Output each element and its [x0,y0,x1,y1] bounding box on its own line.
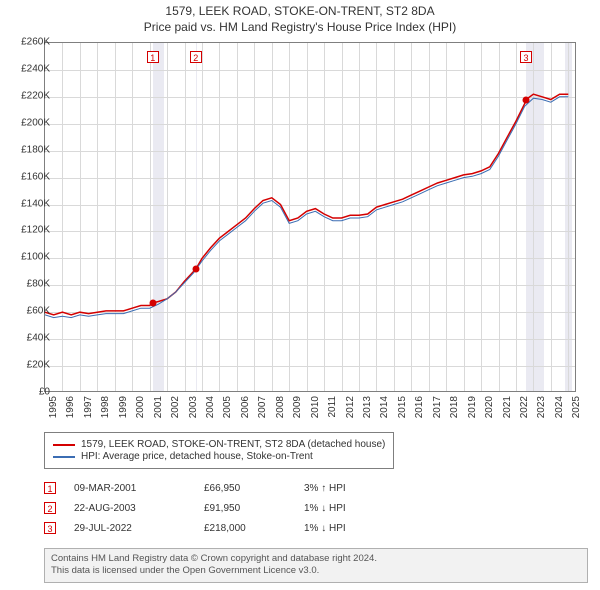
y-axis-tick-label: £120K [10,225,50,236]
x-axis-tick-label: 2000 [135,396,146,418]
x-axis-tick-label: 2023 [536,396,547,418]
event-hpi-delta: 3% ↑ HPI [304,483,394,494]
x-axis-tick-label: 2025 [571,396,582,418]
event-dot [523,96,530,103]
y-axis-tick-label: £0 [10,387,50,398]
event-table: 1 09-MAR-2001£66,9503% ↑ HPI 2 22-AUG-2003£… [44,478,394,538]
x-axis-tick-label: 2014 [379,396,390,418]
event-hpi-delta: 1% ↓ HPI [304,503,394,514]
event-marker-box: 3 [520,51,532,63]
plot-area: 1 2 3 [44,42,576,392]
chart-lines [45,43,577,393]
event-date: 22-AUG-2003 [74,503,204,514]
event-price: £91,950 [204,503,304,514]
x-axis-tick-label: 2016 [414,396,425,418]
x-axis-tick-label: 2018 [449,396,460,418]
attribution-footer: Contains HM Land Registry data © Crown c… [44,548,588,583]
x-axis-tick-label: 2009 [292,396,303,418]
event-number-box: 3 [44,522,56,534]
x-axis-tick-label: 2001 [153,396,164,418]
event-dot [149,299,156,306]
legend-swatch [53,444,75,446]
y-axis-tick-label: £100K [10,252,50,263]
event-price: £66,950 [204,483,304,494]
x-axis-tick-label: 2012 [345,396,356,418]
x-axis-tick-label: 2015 [397,396,408,418]
x-axis-tick-label: 2020 [484,396,495,418]
legend-label: 1579, LEEK ROAD, STOKE-ON-TRENT, ST2 8DA… [81,439,385,450]
legend-item: HPI: Average price, detached house, Stok… [53,451,385,462]
y-axis-tick-label: £80K [10,279,50,290]
x-axis-tick-label: 2022 [519,396,530,418]
y-axis-tick-label: £20K [10,360,50,371]
footer-line: Contains HM Land Registry data © Crown c… [51,553,581,565]
x-axis-tick-label: 1997 [83,396,94,418]
event-dot [192,266,199,273]
x-axis-tick-label: 2002 [170,396,181,418]
x-axis-tick-label: 2006 [240,396,251,418]
title-address: 1579, LEEK ROAD, STOKE-ON-TRENT, ST2 8DA [0,4,600,18]
x-axis-tick-label: 2004 [205,396,216,418]
x-axis-tick-label: 1995 [48,396,59,418]
y-axis-tick-label: £200K [10,117,50,128]
x-axis-tick-label: 2005 [222,396,233,418]
x-axis-tick-label: 2011 [327,396,338,418]
event-marker-box: 1 [147,51,159,63]
x-axis-tick-label: 2019 [467,396,478,418]
event-number-box: 1 [44,482,56,494]
event-price: £218,000 [204,523,304,534]
event-row: 3 29-JUL-2022£218,0001% ↓ HPI [44,518,394,538]
x-axis-tick-label: 1999 [118,396,129,418]
y-axis-tick-label: £40K [10,333,50,344]
legend: 1579, LEEK ROAD, STOKE-ON-TRENT, ST2 8DA… [44,432,394,469]
title-subtitle: Price paid vs. HM Land Registry's House … [0,20,600,34]
legend-item: 1579, LEEK ROAD, STOKE-ON-TRENT, ST2 8DA… [53,439,385,450]
chart: 123 £0£20K£40K£60K£80K£100K£120K£140K£16… [44,42,590,422]
x-axis-tick-label: 2008 [275,396,286,418]
x-axis-tick-label: 1998 [100,396,111,418]
event-date: 29-JUL-2022 [74,523,204,534]
x-axis-tick-label: 2003 [188,396,199,418]
y-axis-tick-label: £240K [10,63,50,74]
y-axis-tick-label: £60K [10,306,50,317]
event-date: 09-MAR-2001 [74,483,204,494]
y-axis-tick-label: £140K [10,198,50,209]
event-hpi-delta: 1% ↓ HPI [304,523,394,534]
event-marker-box: 2 [190,51,202,63]
y-axis-tick-label: £220K [10,90,50,101]
x-axis-tick-label: 2007 [257,396,268,418]
series-price_paid [45,94,568,315]
event-number-box: 2 [44,502,56,514]
event-row: 1 09-MAR-2001£66,9503% ↑ HPI [44,478,394,498]
y-axis-tick-label: £180K [10,144,50,155]
x-axis-tick-label: 1996 [65,396,76,418]
y-axis-tick-label: £260K [10,37,50,48]
x-axis-tick-label: 2010 [310,396,321,418]
y-axis-tick-label: £160K [10,171,50,182]
legend-label: HPI: Average price, detached house, Stok… [81,451,313,462]
footer-line: This data is licensed under the Open Gov… [51,565,581,577]
x-axis-tick-label: 2021 [502,396,513,418]
event-row: 2 22-AUG-2003£91,9501% ↓ HPI [44,498,394,518]
legend-swatch [53,456,75,458]
x-axis-tick-label: 2013 [362,396,373,418]
x-axis-tick-label: 2024 [554,396,565,418]
x-axis-tick-label: 2017 [432,396,443,418]
series-hpi [45,97,568,318]
